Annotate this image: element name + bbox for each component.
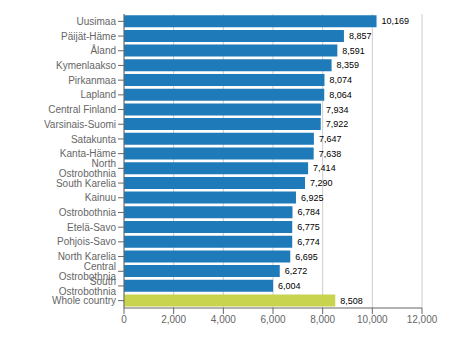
svg-text:Whole country: Whole country	[52, 295, 116, 306]
svg-text:Kymenlaakso: Kymenlaakso	[56, 60, 116, 71]
svg-text:Satakunta: Satakunta	[71, 134, 116, 145]
svg-text:Uusimaa: Uusimaa	[77, 16, 117, 27]
svg-text:6,925: 6,925	[301, 193, 324, 203]
svg-text:Ostrobothnia: Ostrobothnia	[59, 207, 117, 218]
svg-text:10,169: 10,169	[382, 16, 410, 26]
svg-text:8,064: 8,064	[329, 90, 352, 100]
svg-text:6,000: 6,000	[260, 314, 285, 325]
svg-text:Pohjois-Savo: Pohjois-Savo	[57, 236, 116, 247]
svg-text:Päijät-Häme: Päijät-Häme	[61, 31, 116, 42]
svg-text:7,934: 7,934	[326, 105, 349, 115]
svg-text:6,784: 6,784	[297, 207, 320, 217]
svg-text:7,647: 7,647	[319, 134, 342, 144]
svg-text:4,000: 4,000	[211, 314, 236, 325]
svg-text:Pirkanmaa: Pirkanmaa	[68, 75, 116, 86]
svg-text:Lapland: Lapland	[80, 89, 116, 100]
svg-text:Varsinais-Suomi: Varsinais-Suomi	[44, 119, 116, 130]
svg-text:6,004: 6,004	[278, 281, 301, 291]
svg-text:North Karelia: North Karelia	[58, 251, 117, 262]
svg-text:NorthOstrobothnia: NorthOstrobothnia	[59, 158, 117, 179]
svg-text:8,359: 8,359	[337, 60, 360, 70]
svg-text:8,000: 8,000	[310, 314, 335, 325]
svg-text:Etelä-Savo: Etelä-Savo	[67, 222, 116, 233]
svg-text:Kainuu: Kainuu	[85, 192, 116, 203]
svg-text:Åland: Åland	[90, 44, 116, 56]
svg-text:7,414: 7,414	[313, 163, 336, 173]
svg-text:6,774: 6,774	[297, 237, 320, 247]
svg-text:0: 0	[121, 314, 127, 325]
svg-text:7,638: 7,638	[319, 149, 342, 159]
svg-text:10,000: 10,000	[357, 314, 388, 325]
svg-text:8,074: 8,074	[330, 75, 353, 85]
svg-text:12,000: 12,000	[407, 314, 438, 325]
svg-text:6,775: 6,775	[297, 222, 320, 232]
svg-text:6,695: 6,695	[295, 252, 318, 262]
svg-text:6,272: 6,272	[285, 266, 308, 276]
svg-text:7,290: 7,290	[310, 178, 333, 188]
svg-text:CentralOstrobothnia: CentralOstrobothnia	[59, 261, 117, 282]
svg-text:7,922: 7,922	[326, 119, 349, 129]
svg-text:2,000: 2,000	[161, 314, 186, 325]
svg-text:Kanta-Häme: Kanta-Häme	[60, 148, 117, 159]
svg-text:8,591: 8,591	[342, 46, 365, 56]
svg-text:8,857: 8,857	[349, 31, 372, 41]
svg-text:Central Finland: Central Finland	[48, 104, 116, 115]
svg-text:South Karelia: South Karelia	[56, 178, 116, 189]
svg-text:8,508: 8,508	[340, 296, 363, 306]
